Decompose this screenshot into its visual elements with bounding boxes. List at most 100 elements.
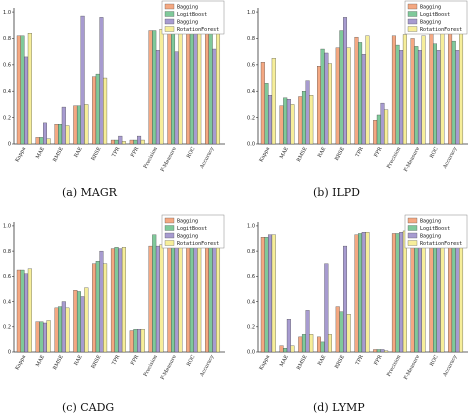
bar-precision-s3 [399,232,404,353]
x-tick-label: RRSE [334,354,346,370]
y-tick-label: 0.6 [247,274,255,280]
bar-accuracy-s4 [459,33,464,145]
bar-kappa-s1 [260,237,265,353]
bar-tpr-s2 [358,233,363,353]
bar-f-measure-s3 [417,232,422,353]
bar-precision-s4 [402,230,407,353]
x-tick-label: Precision [143,353,160,377]
bar-kappa-s4 [271,58,276,145]
y-tick-label: 1.0 [3,224,11,230]
bar-kappa-s4 [271,234,276,353]
x-tick-label: RAE [317,146,328,159]
bar-accuracy-s3 [212,247,217,353]
bar-kappa-s1 [16,35,21,145]
bar-rae-s4 [327,63,332,145]
legend-swatch [407,240,418,246]
bar-rrse-s3 [99,250,104,353]
bar-tpr-s1 [354,234,359,353]
bar-accuracy-s4 [216,247,221,353]
bar-rmse-s3 [305,80,310,145]
x-tick-label: MAE [35,146,46,160]
bar-mae-s3 [286,99,291,145]
bar-rae-s3 [80,296,85,353]
bar-fpr-s2 [133,139,138,145]
bar-rrse-s2 [339,30,344,145]
bar-kappa-s2 [264,237,269,353]
x-tick-label: F-Measure [403,146,421,173]
y-tick-label: 0.0 [247,350,255,356]
bar-kappa-s3 [24,273,29,353]
chart-panel-1: 0 0.2 0.4 0.6 0.8 1.0 Kappa MAE RMSE RAE RRSE TPR FP… [3,0,225,199]
x-tick-label: Kappa [258,354,271,371]
bar-rrse-s1 [335,47,340,145]
bar-f-measure-s3 [417,50,422,145]
bar-f-measure-s1 [167,31,172,145]
x-tick-label: Accuracy [199,146,216,171]
bar-kappa-s3 [24,56,29,145]
bar-accuracy-s2 [451,233,456,353]
legend-swatch [164,26,175,32]
bar-accuracy-s1 [448,233,453,353]
bar-rae-s2 [76,105,81,145]
y-tick-label: 0.4 [247,89,255,95]
x-tick-label: Accuracy [199,354,216,379]
bar-rrse-s1 [335,306,340,353]
bar-precision-s3 [155,245,160,353]
x-tick-label: F-Measure [403,354,421,381]
x-tick-label: Accuracy [442,146,459,171]
bar-fpr-s1 [373,349,378,353]
x-tick-label: RRSE [334,146,346,162]
x-tick-label: RMSE [52,146,65,163]
bar-tpr-s2 [114,247,119,353]
bar-f-measure-s2 [414,233,419,353]
chart-panel-3: 0 0.2 0.4 0.6 0.8 1.0 Kappa MAE RMSE RAE RRSE TPR FP… [3,214,225,413]
y-tick-label: 0.4 [3,89,11,95]
bar-f-measure-s2 [171,247,176,353]
x-tick-label: Kappa [258,146,271,163]
bar-tpr-s2 [358,42,363,145]
bar-fpr-s1 [129,330,134,353]
legend-label: LogitBoost [177,12,207,18]
x-tick-label: ROC [186,354,197,367]
bar-precision-s2 [152,30,157,145]
legend-label: RotationForest [177,241,219,247]
bar-rmse-s2 [301,334,306,353]
bar-rae-s3 [324,263,329,353]
bar-precision-s4 [402,34,407,145]
bar-rmse-s1 [298,96,303,145]
x-tick-label: Kappa [14,354,27,371]
bar-roc-s2 [189,239,194,353]
bar-mae-s2 [39,137,44,145]
bar-kappa-s3 [268,234,273,353]
bar-kappa-s2 [20,269,25,353]
bar-f-measure-s2 [171,31,176,145]
bar-precision-s3 [155,50,160,145]
bar-roc-s2 [433,43,438,145]
bar-rrse-s4 [103,263,108,353]
legend-swatch [407,217,418,224]
x-tick-label: RMSE [296,146,309,163]
bar-roc-s4 [197,238,202,353]
bar-roc-s3 [193,243,198,353]
bar-rrse-s3 [343,17,348,145]
bar-rae-s2 [320,48,325,145]
bar-mae-s3 [43,122,47,145]
bar-f-measure-s4 [421,35,426,145]
bar-roc-s1 [429,26,434,145]
bar-precision-s4 [159,244,164,353]
bar-rmse-s3 [61,106,66,145]
x-tick-label: MAE [279,146,290,160]
bar-mae-s2 [283,97,288,145]
legend-swatch [407,3,418,10]
bar-accuracy-s1 [205,31,209,145]
bar-f-measure-s4 [421,232,426,353]
bar-kappa-s2 [20,35,25,145]
bar-roc-s3 [193,22,198,145]
y-tick-label: 1.0 [3,10,11,16]
y-tick-label: 0.8 [247,249,255,255]
legend-label: Bagging [177,234,198,240]
bar-precision-s1 [391,233,396,353]
bar-rrse-s4 [346,47,351,145]
bar-tpr-s3 [118,248,123,353]
bar-precision-s1 [391,35,396,145]
